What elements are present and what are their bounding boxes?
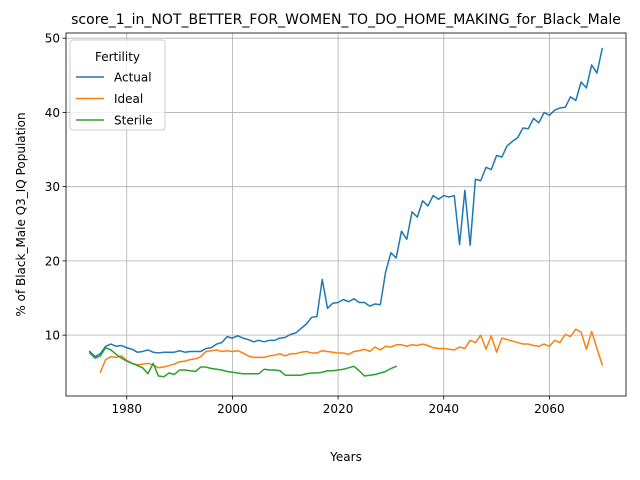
y-tick-label: 50 [45,32,60,46]
legend-title: Fertility [95,50,140,64]
legend-box [69,39,166,131]
plot-frame [65,32,627,397]
legend-label-ideal: Ideal [114,92,143,106]
x-tick-label: 1980 [111,402,142,416]
x-tick-label: 2020 [323,402,354,416]
x-tick-label: 2060 [534,402,565,416]
x-tick-label: 2040 [428,402,459,416]
legend-label-actual: Actual [114,71,152,85]
x-axis-label: Years [329,450,362,464]
series-line-ideal [99,328,604,374]
grid [66,33,626,396]
x-tick-label: 2000 [217,402,248,416]
series-layer [88,47,604,378]
legend-label-sterile: Sterile [114,114,153,128]
y-tick-label: 40 [45,106,60,120]
ticks: 1980 2000 2020 2040 2060 10 20 30 40 50 [45,32,565,416]
y-tick-label: 10 [45,329,60,343]
legend: Fertility Actual Ideal Sterile [69,39,166,131]
y-tick-label: 20 [45,254,60,268]
y-tick-label: 30 [45,180,60,194]
series-line-sterile [88,347,398,378]
chart-title: score_1_in_NOT_BETTER_FOR_WOMEN_TO_DO_HO… [71,12,621,28]
series-line-actual [88,47,604,358]
y-axis-label: % of Black_Male Q3_IQ Population [14,112,28,316]
